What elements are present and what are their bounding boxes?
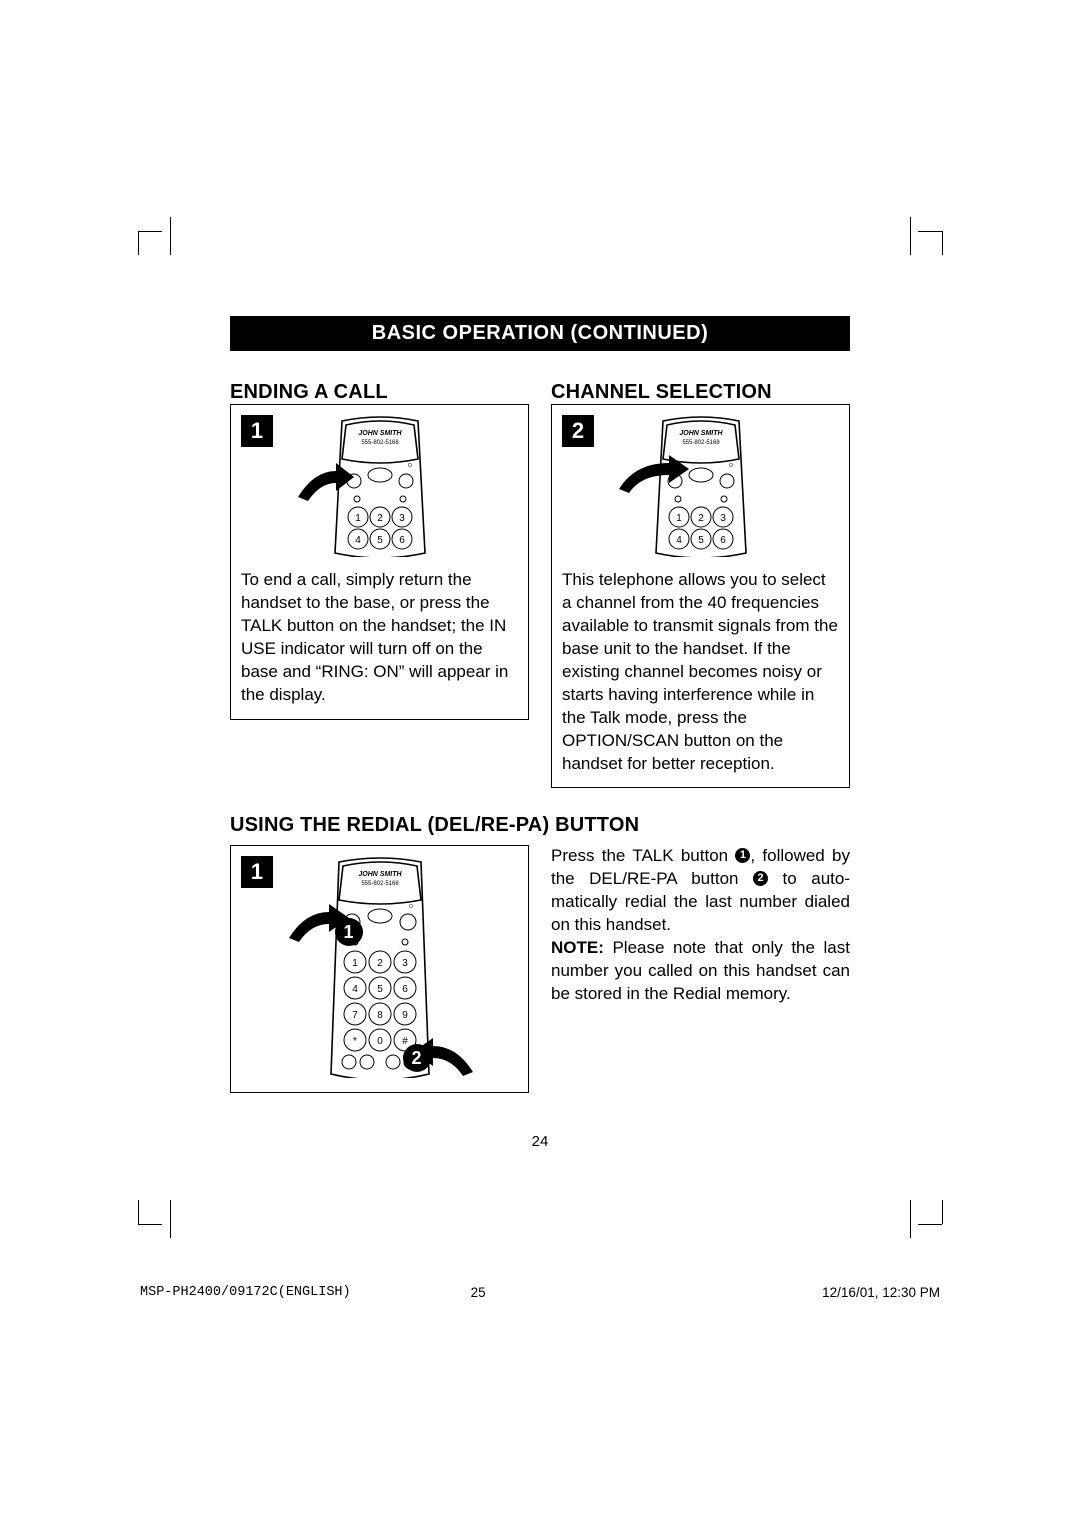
channel-selection-text: This telephone allows you to select a ch…: [562, 569, 839, 775]
page-number: 24: [230, 1133, 850, 1150]
svg-text:2: 2: [698, 513, 704, 524]
section-banner: BASIC OPERATION (CONTINUED): [230, 316, 850, 351]
step-badge-2: 2: [562, 415, 594, 447]
ending-call-title: ENDING A CALL: [230, 381, 529, 404]
redial-txt-1: Press the TALK button: [551, 846, 735, 865]
inline-badge-1-icon: 1: [735, 848, 750, 863]
svg-text:8: 8: [377, 1010, 383, 1021]
footer-file: MSP-PH2400/09172C(ENGLISH): [140, 1285, 351, 1300]
handset-illustration-1: 1 2 3 4 5 6 JOHN SMITH 555-802-5168 O: [310, 415, 450, 557]
svg-text:1: 1: [676, 513, 682, 524]
svg-text:O: O: [729, 463, 733, 469]
press-arrow-icon: [296, 463, 354, 503]
press-arrow-icon: [617, 455, 689, 495]
redial-box: 1: [230, 845, 529, 1093]
svg-text:5: 5: [377, 535, 383, 546]
svg-text:6: 6: [402, 984, 408, 995]
channel-selection-box: 2: [551, 404, 850, 788]
svg-text:2: 2: [377, 513, 383, 524]
handset-illustration-2: 1 2 3 4 5 6 JOHN SMITH 555-802-5168 O: [631, 415, 771, 557]
svg-text:3: 3: [402, 958, 408, 969]
svg-text:7: 7: [352, 1010, 358, 1021]
svg-text:6: 6: [399, 535, 405, 546]
footer-timestamp: 12/16/01, 12:30 PM: [486, 1285, 940, 1300]
svg-text:*: *: [353, 1036, 357, 1047]
handset-illustration-3: 1 2 3 4 5 6 7 8 9 *: [305, 856, 455, 1078]
svg-text:JOHN SMITH: JOHN SMITH: [679, 430, 723, 437]
svg-text:O: O: [409, 904, 413, 910]
svg-text:O: O: [408, 463, 412, 469]
note-label: NOTE:: [551, 938, 604, 957]
svg-text:4: 4: [355, 535, 361, 546]
svg-text:3: 3: [720, 513, 726, 524]
svg-text:4: 4: [676, 535, 682, 546]
svg-text:5: 5: [377, 984, 383, 995]
svg-text:0: 0: [377, 1036, 383, 1047]
inline-badge-2-icon: 2: [753, 871, 768, 886]
page-content: BASIC OPERATION (CONTINUED) ENDING A CAL…: [230, 316, 850, 1150]
svg-text:9: 9: [402, 1010, 408, 1021]
svg-text:2: 2: [377, 958, 383, 969]
print-footer: MSP-PH2400/09172C(ENGLISH) 25 12/16/01, …: [140, 1285, 940, 1300]
callout-badge-2: 2: [403, 1044, 431, 1072]
svg-text:4: 4: [352, 984, 358, 995]
channel-selection-title: CHANNEL SELECTION: [551, 381, 850, 404]
svg-text:1: 1: [355, 513, 361, 524]
svg-text:5: 5: [698, 535, 704, 546]
svg-text:JOHN SMITH: JOHN SMITH: [358, 430, 402, 437]
ending-call-box: 1: [230, 404, 529, 720]
redial-text: Press the TALK button 1, followed by the…: [551, 845, 850, 1006]
svg-text:#: #: [402, 1036, 408, 1047]
step-badge-redial: 1: [241, 856, 273, 888]
svg-text:555-802-5168: 555-802-5168: [682, 440, 720, 446]
svg-text:555-802-5168: 555-802-5168: [361, 881, 399, 887]
svg-text:3: 3: [399, 513, 405, 524]
svg-text:1: 1: [352, 958, 358, 969]
footer-page: 25: [471, 1285, 486, 1300]
callout-badge-1: 1: [335, 918, 363, 946]
svg-text:6: 6: [720, 535, 726, 546]
step-badge-1: 1: [241, 415, 273, 447]
redial-title: USING THE REDIAL (DEL/RE-PA) BUTTON: [230, 814, 850, 837]
svg-text:555-802-5168: 555-802-5168: [361, 440, 399, 446]
svg-text:JOHN SMITH: JOHN SMITH: [358, 871, 402, 878]
ending-call-text: To end a call, simply return the handset…: [241, 569, 518, 707]
